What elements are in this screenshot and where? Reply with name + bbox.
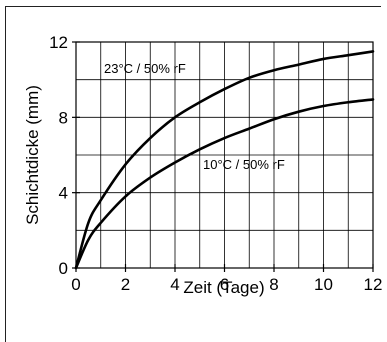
x-tick-label: 12 xyxy=(364,275,383,294)
tick-labels: 0 2 4 6 8 10 12 0 4 8 12 xyxy=(49,33,382,294)
series-line-10c xyxy=(74,98,375,270)
series-label-23c: 23°C / 50% rF xyxy=(104,61,186,76)
x-tick-label: 0 xyxy=(71,275,80,294)
y-tick-label: 12 xyxy=(49,33,68,52)
x-tick-label: 8 xyxy=(269,275,278,294)
x-axis-label: Zeit (Tage) xyxy=(183,278,264,297)
series-line-23c xyxy=(74,50,375,270)
x-tick-label: 10 xyxy=(314,275,333,294)
x-tick-label: 6 xyxy=(220,275,229,294)
grid xyxy=(76,42,373,268)
x-tick-label: 4 xyxy=(170,275,179,294)
y-tick-label: 4 xyxy=(59,184,68,203)
y-tick-label: 0 xyxy=(59,259,68,278)
x-tick-label: 2 xyxy=(121,275,130,294)
chart-frame xyxy=(5,6,381,342)
y-axis-label: Schichtdicke (mm) xyxy=(23,85,42,225)
y-tick-label: 8 xyxy=(59,108,68,127)
curves xyxy=(74,50,375,270)
series-label-10c: 10°C / 50% rF xyxy=(203,157,285,172)
